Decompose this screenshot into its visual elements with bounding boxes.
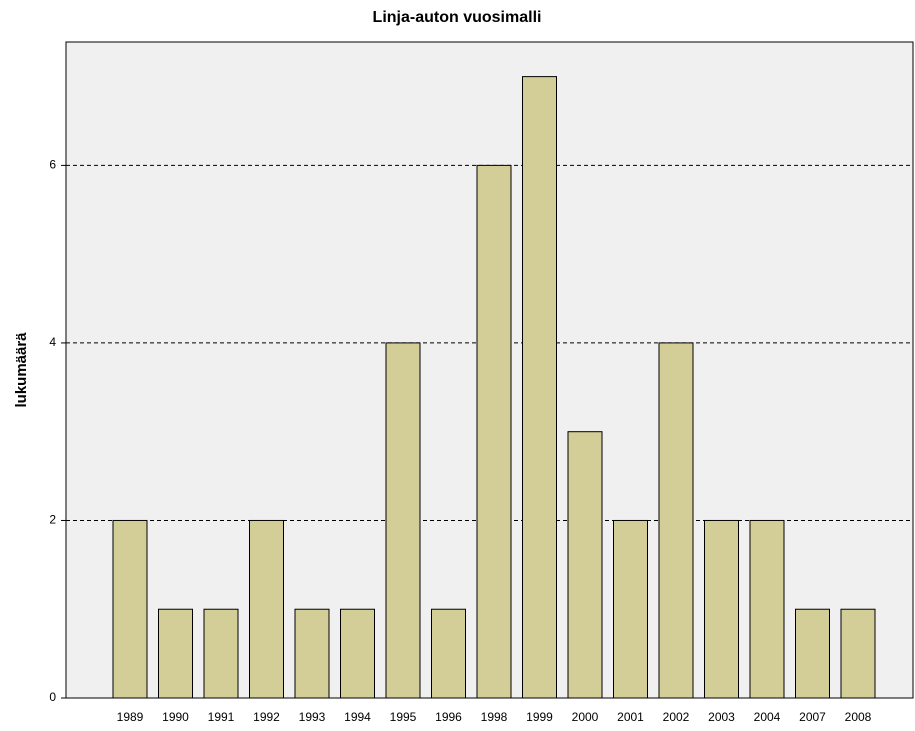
bar	[385, 342, 421, 699]
x-tick-label: 1995	[390, 710, 417, 724]
bar	[294, 608, 330, 699]
bar	[749, 519, 785, 699]
chart-title: Linja-auton vuosimalli	[373, 9, 542, 26]
bar	[158, 608, 193, 699]
bar	[795, 608, 830, 699]
x-tick-label: 1993	[299, 710, 326, 724]
y-tick-label: 2	[49, 513, 56, 527]
y-tick-label: 0	[49, 690, 56, 704]
bar	[613, 519, 648, 699]
y-axis-label: lukumäärä	[13, 332, 30, 408]
x-tick-label: 2001	[617, 710, 644, 724]
bar	[340, 608, 375, 699]
x-tick-label: 1992	[253, 710, 280, 724]
bar	[112, 519, 148, 699]
x-tick-label: 2007	[799, 710, 826, 724]
x-tick-label: 2004	[754, 710, 781, 724]
bar	[431, 608, 466, 699]
x-tick-label: 2003	[708, 710, 735, 724]
x-tick-label: 1989	[117, 710, 144, 724]
x-tick-label: 1999	[526, 710, 553, 724]
bar	[658, 342, 694, 699]
bar	[203, 608, 239, 699]
bar	[840, 608, 876, 699]
x-tick-label: 1990	[162, 710, 189, 724]
x-tick-label: 1998	[481, 710, 508, 724]
bar	[567, 431, 603, 699]
bar	[522, 76, 557, 699]
y-tick-label: 4	[49, 335, 56, 349]
x-tick-label: 1996	[435, 710, 462, 724]
bar	[249, 519, 284, 699]
y-tick-label: 6	[49, 158, 56, 172]
x-tick-label: 2002	[663, 710, 690, 724]
x-tick-label: 1994	[344, 710, 371, 724]
x-tick-label: 1991	[208, 710, 235, 724]
x-tick-label: 2008	[845, 710, 872, 724]
bar	[704, 519, 739, 699]
bar	[476, 164, 512, 699]
x-tick-label: 2000	[572, 710, 599, 724]
